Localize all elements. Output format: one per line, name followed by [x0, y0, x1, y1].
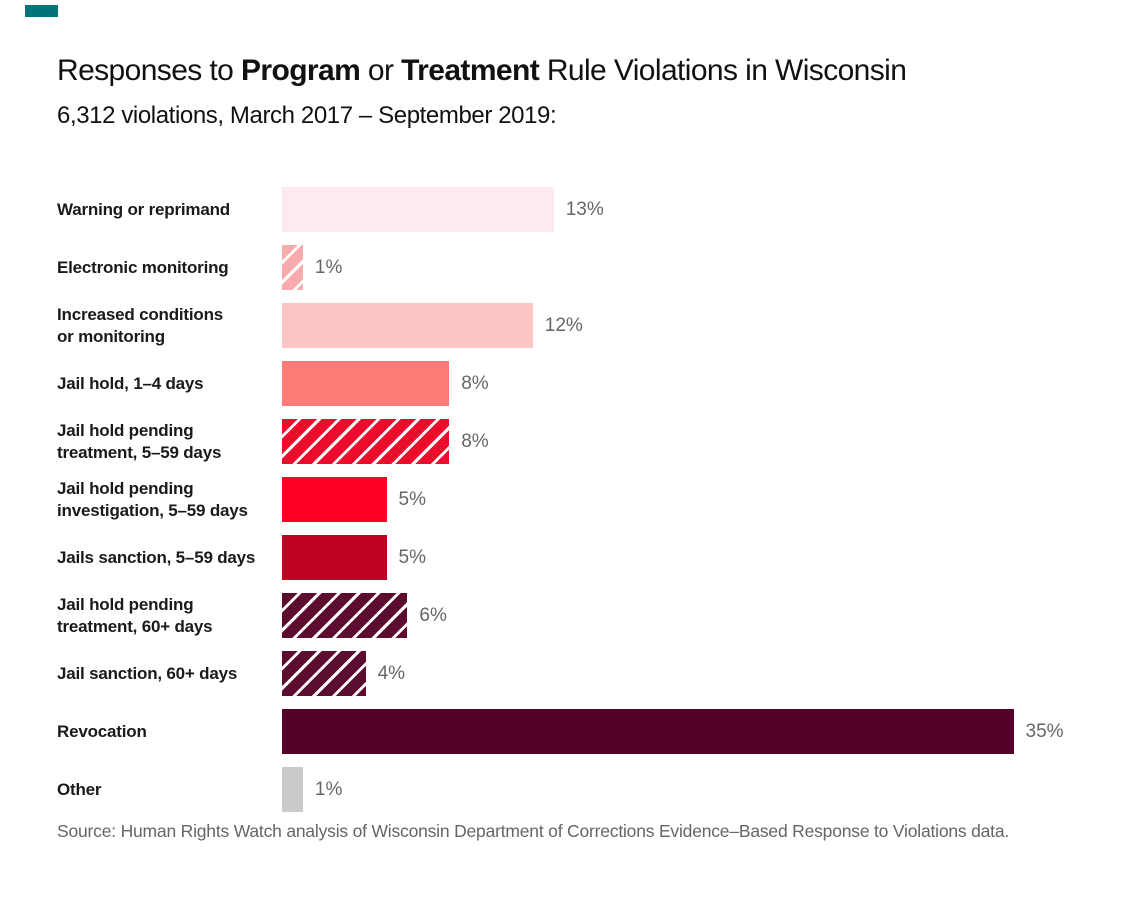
bar-jail-sanction-60plus [282, 651, 366, 696]
category-label: Jail hold, 1–4 days [57, 373, 204, 393]
title-segment: or [360, 54, 402, 87]
chart-row: Jail hold pending treatment, 5–59 days 8… [57, 419, 1097, 464]
chart-row: Jail hold pending investigation, 5–59 da… [57, 477, 1097, 522]
value-label: 35% [1025, 720, 1064, 742]
chart-row: Jail hold pending treatment, 60+ days 6% [57, 593, 1097, 638]
category-label: Other [57, 779, 102, 799]
bar-other [282, 767, 303, 812]
category-label: Jail sanction, 60+ days [57, 663, 238, 683]
chart-row: Electronic monitoring 1% [57, 245, 1097, 290]
value-label: 5% [398, 488, 426, 510]
bar-jails-sanction-5-59 [282, 535, 387, 580]
category-label: Revocation [57, 721, 147, 741]
source-note: Source: Human Rights Watch analysis of W… [57, 821, 1010, 841]
value-label: 12% [544, 314, 583, 336]
bar-jail-hold-pending-investigation-5-59 [282, 477, 387, 522]
value-label: 1% [314, 778, 343, 800]
bar-jail-hold-1-4-days [282, 361, 450, 406]
chart-row: Revocation 35% [57, 709, 1097, 754]
chart-subtitle: 6,312 violations, March 2017 – September… [57, 101, 557, 129]
value-label: 8% [461, 372, 489, 394]
bar-increased-conditions [282, 303, 533, 348]
chart-row: Other 1% [57, 767, 1097, 812]
chart-row: Jails sanction, 5–59 days 5% [57, 535, 1097, 580]
title-segment: Rule Violations in Wisconsin [539, 54, 907, 87]
bar-revocation [282, 709, 1014, 754]
category-label: Electronic monitoring [57, 257, 229, 277]
category-label: Jail hold pending treatment, 60+ days [57, 595, 213, 636]
chart-header: Responses to Program or Treatment Rule V… [57, 54, 1077, 130]
chart-title: Responses to Program or Treatment Rule V… [57, 54, 1077, 89]
value-label: 6% [419, 604, 447, 626]
bar-jail-hold-pending-treatment-60plus [282, 593, 408, 638]
title-segment: Responses to [57, 54, 241, 87]
category-label: Jail hold pending investigation, 5–59 da… [57, 479, 248, 520]
chart-row: Jail hold, 1–4 days 8% [57, 361, 1097, 406]
category-label: Increased conditions or monitoring [57, 305, 224, 346]
value-label: 8% [461, 430, 489, 452]
bar-electronic-monitoring [282, 245, 303, 290]
category-label: Jail hold pending treatment, 5–59 days [57, 421, 222, 462]
category-label: Warning or reprimand [57, 199, 230, 219]
title-segment-bold: Program [240, 54, 361, 87]
bar-chart: Warning or reprimand 13% Electronic moni… [57, 187, 1097, 825]
chart-row: Jail sanction, 60+ days 4% [57, 651, 1097, 696]
value-label: 4% [377, 662, 406, 684]
value-label: 13% [565, 198, 604, 220]
title-segment-bold: Treatment [401, 54, 540, 87]
category-label: Jails sanction, 5–59 days [57, 547, 256, 567]
chart-row: Increased conditions or monitoring 12% [57, 303, 1097, 348]
value-label: 1% [314, 256, 343, 278]
bar-warning-or-reprimand [282, 187, 554, 232]
value-label: 5% [398, 546, 426, 568]
brand-accent-mark [25, 5, 58, 17]
chart-row: Warning or reprimand 13% [57, 187, 1097, 232]
bar-jail-hold-pending-treatment-5-59 [282, 419, 450, 464]
